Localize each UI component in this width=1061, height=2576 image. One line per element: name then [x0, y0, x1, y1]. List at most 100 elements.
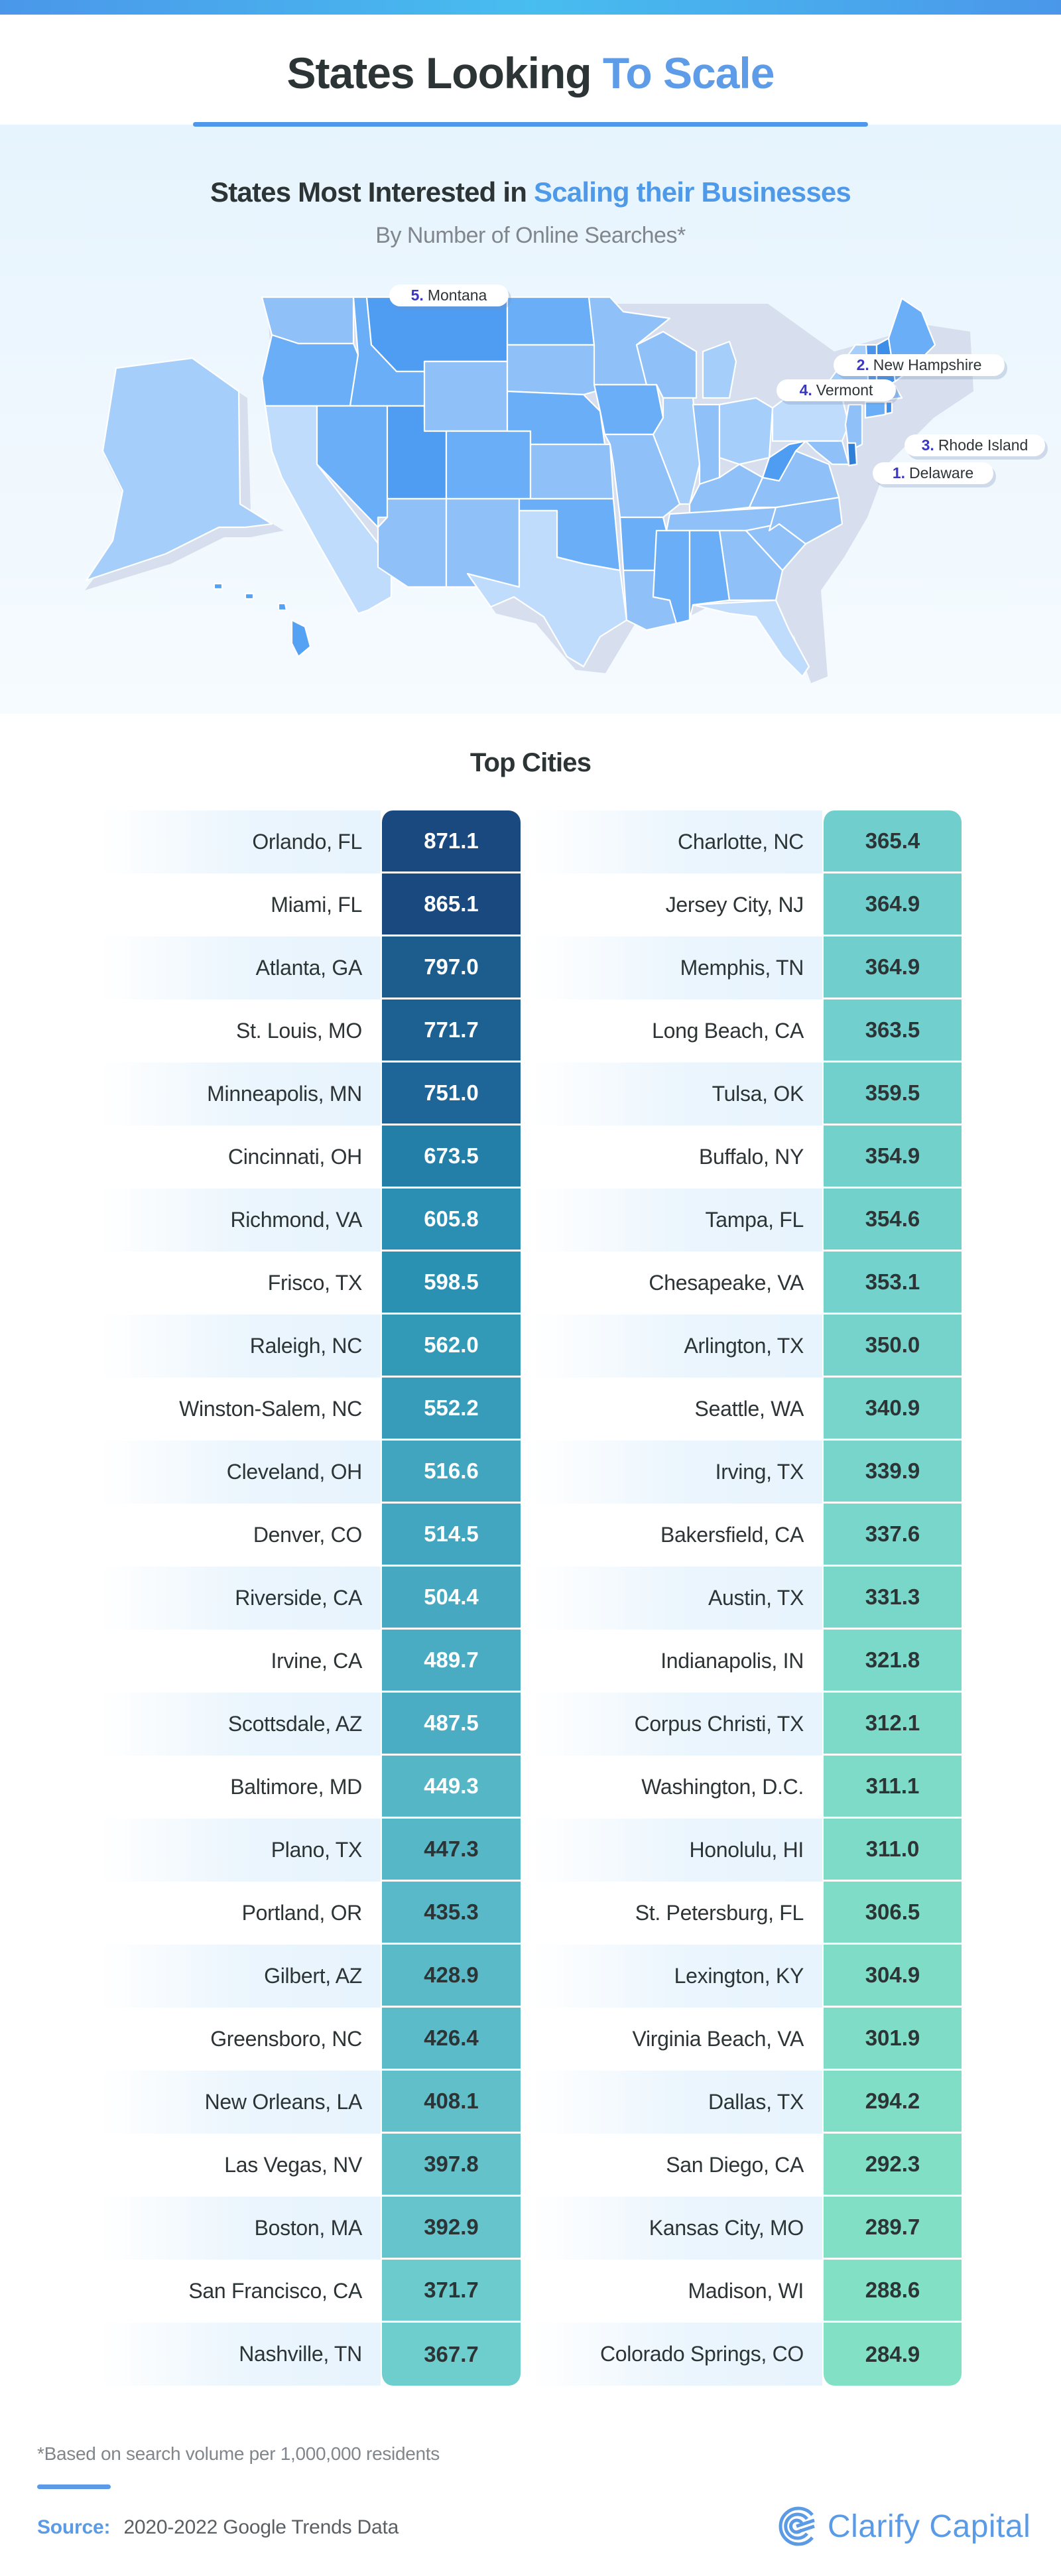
table-row: Plano, TX 447.3	[99, 1819, 521, 1882]
search-value: 364.9	[822, 873, 962, 936]
table-row: Austin, TX 331.3	[530, 1567, 962, 1630]
table-row: Long Beach, CA 363.5	[530, 999, 962, 1063]
state-hawaii-kauai	[213, 582, 223, 590]
search-value: 304.9	[822, 1945, 962, 2008]
rank-number: 3.	[921, 436, 934, 454]
city-name: Gilbert, AZ	[99, 1945, 381, 2008]
table-row: Indianapolis, IN 321.8	[530, 1630, 962, 1693]
city-name: Greensboro, NC	[210, 2027, 362, 2051]
search-value: 294.2	[822, 2071, 962, 2134]
city-name: Colorado Springs, CO	[530, 2323, 822, 2386]
table-row: Riverside, CA 504.4	[99, 1567, 521, 1630]
search-value: 312.1	[822, 1693, 962, 1756]
table-row: San Francisco, CA 371.7	[99, 2260, 521, 2323]
table-row: Jersey City, NJ 364.9	[530, 873, 962, 936]
city-name: Frisco, TX	[267, 1271, 363, 1295]
city-name: New Orleans, LA	[99, 2071, 381, 2134]
table-row: Corpus Christi, TX 312.1	[530, 1693, 962, 1756]
table-row: Buffalo, NY 354.9	[530, 1126, 962, 1189]
table-row: Las Vegas, NV 397.8	[99, 2134, 521, 2197]
table-row: Portland, OR 435.3	[99, 1882, 521, 1945]
map-subtitle: By Number of Online Searches*	[375, 223, 686, 248]
state-texas	[466, 509, 628, 668]
state-rhode-island	[885, 401, 893, 415]
rank-number: 5.	[410, 287, 424, 304]
table-row: Atlanta, GA 797.0	[99, 936, 521, 999]
table-row: San Diego, CA 292.3	[530, 2134, 962, 2197]
rank-number: 2.	[856, 356, 869, 373]
city-name: Atlanta, GA	[99, 936, 381, 999]
table-row: Denver, CO 514.5	[99, 1504, 521, 1567]
search-value: 364.9	[822, 936, 962, 999]
rank-number: 4.	[799, 381, 812, 399]
search-value: 504.4	[381, 1567, 521, 1630]
search-value: 363.5	[822, 999, 962, 1063]
title-underline	[193, 122, 868, 127]
table-row: Dallas, TX 294.2	[530, 2071, 962, 2134]
table-row: Tulsa, OK 359.5	[530, 1063, 962, 1126]
state-pennsylvania	[771, 397, 850, 442]
search-value: 354.6	[822, 1189, 962, 1252]
state-name: Vermont	[816, 381, 873, 399]
state-arizona	[377, 497, 448, 588]
search-value: 292.3	[822, 2134, 962, 2197]
state-georgia	[718, 529, 784, 602]
map-title-main: States Most Interested in	[210, 176, 527, 208]
top-cities-title: Top Cities	[469, 748, 592, 777]
table-row: Scottsdale, AZ 487.5	[99, 1693, 521, 1756]
city-name: Irving, TX	[530, 1441, 822, 1504]
search-value: 339.9	[822, 1441, 962, 1504]
table-row: Irving, TX 339.9	[530, 1441, 962, 1504]
state-hawaii-maui	[277, 602, 288, 612]
city-name: Honolulu, HI	[530, 1819, 822, 1882]
city-name: Tulsa, OK	[530, 1063, 822, 1126]
source-line: Source: 2020-2022 Google Trends Data	[37, 2516, 399, 2539]
search-value: 354.9	[822, 1126, 962, 1189]
search-value: 288.6	[822, 2260, 962, 2323]
state-name: Delaware	[909, 464, 974, 482]
state-kansas	[529, 443, 615, 500]
source-text: 2020-2022 Google Trends Data	[123, 2516, 399, 2538]
map-label-delaware: 1. Delaware	[873, 462, 993, 484]
search-value: 426.4	[381, 2008, 521, 2071]
city-name: Memphis, TN	[530, 936, 822, 999]
search-value: 598.5	[381, 1252, 521, 1315]
city-name: Bakersfield, CA	[660, 1523, 804, 1547]
search-value: 311.1	[822, 1756, 962, 1819]
search-value: 865.1	[381, 873, 521, 936]
city-name: Cleveland, OH	[99, 1441, 381, 1504]
table-row: Arlington, TX 350.0	[530, 1315, 962, 1378]
city-name: Riverside, CA	[99, 1567, 381, 1630]
state-ohio	[718, 397, 774, 466]
state-maryland	[804, 440, 850, 466]
search-value: 359.5	[822, 1063, 962, 1126]
city-name: Las Vegas, NV	[224, 2153, 362, 2177]
table-row: Frisco, TX 598.5	[99, 1252, 521, 1315]
state-new-mexico	[445, 497, 521, 588]
cities-table-left: Orlando, FL 871.1 Miami, FL 865.1 Atlanta, G…	[99, 810, 521, 2386]
state-alaska	[85, 357, 273, 582]
search-value: 552.2	[381, 1378, 521, 1441]
city-name: Chesapeake, VA	[649, 1271, 804, 1295]
city-name: Arlington, TX	[530, 1315, 822, 1378]
search-value: 751.0	[381, 1063, 521, 1126]
search-value: 301.9	[822, 2008, 962, 2071]
map-title: States Most Interested in Scaling their …	[0, 176, 1061, 208]
city-name: Washington, D.C.	[641, 1775, 804, 1799]
city-name: Orlando, FL	[99, 810, 381, 873]
search-value: 516.6	[381, 1441, 521, 1504]
search-value: 367.7	[381, 2323, 521, 2386]
cities-table-right: Charlotte, NC 365.4 Jersey City, NJ 364.9 Me…	[530, 810, 962, 2386]
search-value: 289.7	[822, 2197, 962, 2260]
state-hawaii-oahu	[244, 592, 255, 600]
city-name: Charlotte, NC	[530, 810, 822, 873]
footer-divider	[37, 2484, 111, 2489]
table-row: Cleveland, OH 516.6	[99, 1441, 521, 1504]
map-label-montana: 5. Montana	[389, 285, 509, 306]
search-value: 428.9	[381, 1945, 521, 2008]
source-label: Source:	[37, 2516, 111, 2538]
state-delaware	[846, 442, 858, 467]
table-row: Chesapeake, VA 353.1	[530, 1252, 962, 1315]
city-name: Minneapolis, MN	[99, 1063, 381, 1126]
table-row: Baltimore, MD 449.3	[99, 1756, 521, 1819]
